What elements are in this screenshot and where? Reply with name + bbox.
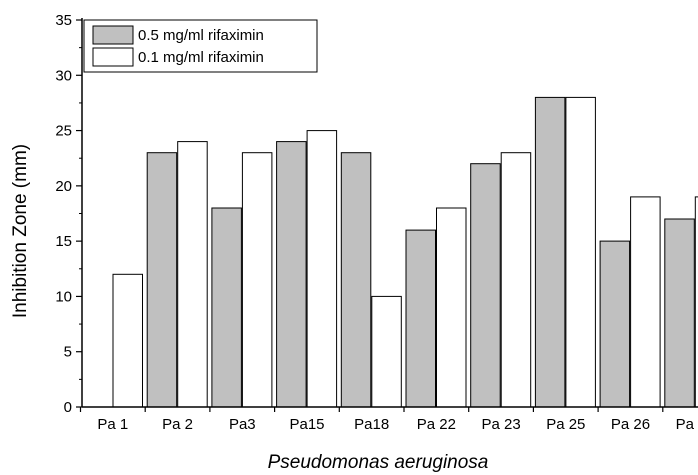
x-axis-title: Pseudomonas aeruginosa xyxy=(268,452,489,473)
bar-low-dose-4 xyxy=(306,130,338,408)
x-tick-label: Pa 23 xyxy=(481,416,520,433)
bar-low-dose-5 xyxy=(371,295,402,408)
x-tick-label: Pa 27 xyxy=(676,416,698,433)
bar-low-dose-7 xyxy=(500,152,532,408)
x-tick-label: Pa 26 xyxy=(611,416,650,433)
x-tick-label: Pa 2 xyxy=(162,416,193,433)
bar-high-dose-7 xyxy=(470,163,501,408)
x-tick-label: Pa3 xyxy=(229,416,256,433)
legend: 0.5 mg/ml rifaximin 0.1 mg/ml rifaximin xyxy=(83,19,318,73)
y-tick-label: 25 xyxy=(55,123,72,140)
bar-high-dose-4 xyxy=(276,141,307,408)
legend-label: 0.5 mg/ml rifaximin xyxy=(138,27,264,44)
bar-high-dose-8 xyxy=(534,96,566,408)
y-tick-label: 5 xyxy=(64,344,72,361)
bar-high-dose-2 xyxy=(146,152,178,408)
bar-high-dose-3 xyxy=(211,207,242,408)
x-tick-label: Pa 1 xyxy=(97,416,128,433)
y-tick-label: 20 xyxy=(55,178,72,195)
legend-label: 0.1 mg/ml rifaximin xyxy=(138,49,264,66)
x-tick-label: Pa 22 xyxy=(417,416,456,433)
bar-high-dose-6 xyxy=(405,229,436,408)
y-tick-label: 15 xyxy=(55,233,72,250)
x-tick-label: Pa 25 xyxy=(546,416,585,433)
bar-high-dose-10 xyxy=(664,218,695,408)
y-tick-label: 30 xyxy=(55,67,72,84)
bar-high-dose-5 xyxy=(340,152,372,408)
y-tick-label: 0 xyxy=(64,399,72,416)
bar-low-dose-9 xyxy=(630,196,661,408)
y-tick-label: 10 xyxy=(55,288,72,305)
y-axis-title: Inhibition Zone (mm) xyxy=(10,144,31,318)
legend-swatch xyxy=(92,47,134,67)
bar-low-dose-1 xyxy=(112,273,143,408)
bar-low-dose-10 xyxy=(694,196,698,408)
bar-low-dose-6 xyxy=(436,207,467,408)
bar-high-dose-9 xyxy=(599,240,631,408)
bar-low-dose-3 xyxy=(241,152,273,408)
y-tick-label: 35 xyxy=(55,12,72,29)
x-tick-label: Pa15 xyxy=(289,416,324,433)
bar-low-dose-2 xyxy=(177,141,208,408)
bar-low-dose-8 xyxy=(565,96,596,408)
axes-layer: 0 5 10 15 20 25 30 35 Pa 1 Pa 2 Pa3 Pa15 Pa18 Pa 22 Pa… xyxy=(55,12,698,433)
x-tick-label: Pa18 xyxy=(354,416,389,433)
bars-layer xyxy=(112,96,698,408)
legend-swatch xyxy=(92,25,134,45)
